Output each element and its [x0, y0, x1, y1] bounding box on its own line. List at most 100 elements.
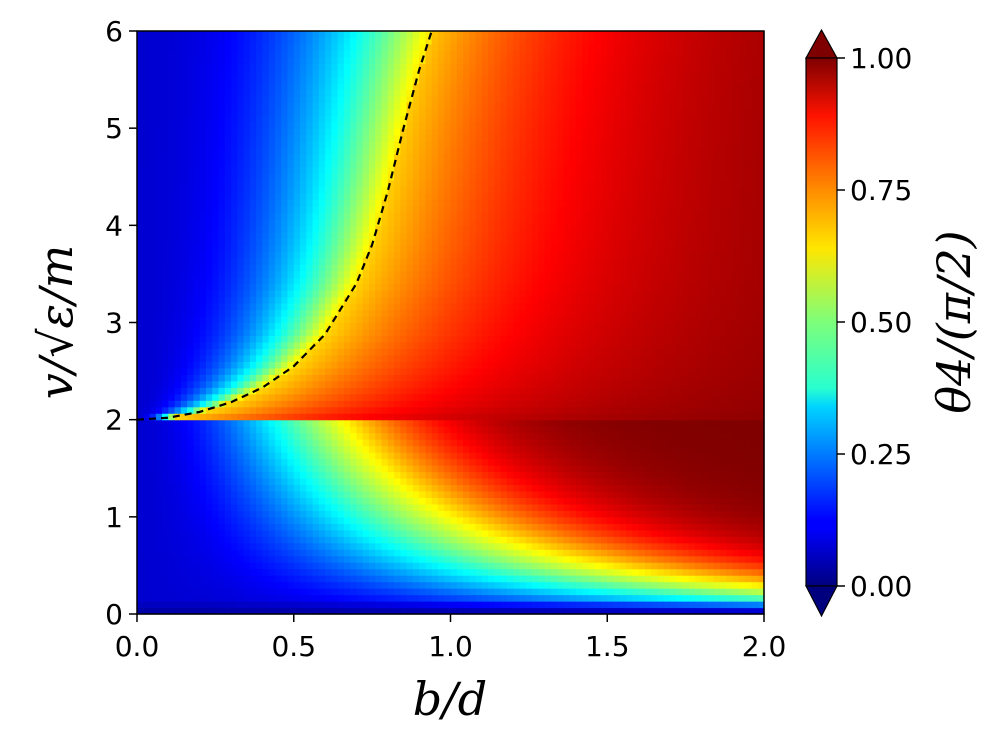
heat-cell [243, 231, 251, 239]
heat-cell [180, 393, 188, 401]
heat-cell [149, 536, 157, 544]
heat-cell [312, 63, 320, 71]
heat-cell [306, 542, 314, 550]
heat-cell [149, 173, 157, 181]
heat-cell [450, 387, 458, 395]
heat-cell [187, 277, 195, 285]
heat-cell [180, 128, 188, 136]
heat-cell [274, 562, 282, 570]
heat-cell [444, 309, 452, 317]
heat-cell [262, 141, 270, 149]
heat-cell [463, 218, 470, 226]
heat-cell [180, 283, 188, 291]
heat-cell [437, 225, 445, 233]
heat-cell [174, 37, 182, 45]
heat-cell [343, 400, 351, 408]
heat-cell [243, 296, 251, 304]
heat-cell [450, 588, 458, 596]
heat-cell [137, 89, 144, 97]
heat-cell [224, 490, 232, 498]
heat-cell [325, 102, 332, 110]
heat-cell [337, 251, 345, 259]
heat-cell [162, 290, 169, 298]
heat-cell [143, 562, 151, 570]
heat-cell [437, 147, 445, 155]
heat-cell [199, 50, 207, 58]
heat-cell [243, 167, 251, 175]
heat-cell [193, 341, 201, 350]
heat-cell [419, 205, 427, 213]
heat-cell [274, 147, 282, 155]
heat-cell [281, 562, 289, 570]
heat-cell [406, 89, 414, 97]
heat-cell [406, 82, 414, 90]
heat-cell [199, 173, 207, 181]
heat-cell [419, 82, 427, 90]
heat-cell [394, 56, 401, 64]
heat-cell [412, 63, 420, 71]
heat-cell [400, 128, 408, 136]
heat-cell [387, 536, 395, 544]
heat-cell [180, 277, 188, 285]
heat-cell [444, 257, 452, 265]
heat-cell [312, 510, 320, 518]
heat-cell [412, 413, 420, 421]
heat-cell [212, 341, 220, 350]
heat-cell [425, 115, 433, 123]
heat-cell [162, 549, 169, 557]
heat-cell [143, 471, 151, 479]
heat-cell [268, 244, 276, 252]
heat-cell [444, 400, 452, 408]
heat-cell [419, 95, 427, 103]
heat-cell [155, 529, 163, 537]
heat-cell [256, 439, 263, 447]
heat-cell [281, 426, 289, 434]
heat-cell [394, 251, 401, 259]
heat-cell [318, 277, 326, 285]
heat-cell [268, 452, 276, 460]
heat-cell [450, 503, 458, 511]
heat-cell [456, 374, 464, 382]
heat-cell [375, 231, 383, 239]
heat-cell [475, 413, 483, 421]
heat-cell [343, 69, 351, 77]
heat-cell [419, 102, 427, 110]
heat-cell [362, 484, 370, 492]
heat-cell [168, 205, 176, 213]
heat-cell [149, 575, 157, 583]
heat-cell [356, 523, 364, 531]
heat-cell [337, 432, 345, 440]
heat-cell [137, 322, 144, 330]
heat-cell [199, 89, 207, 97]
heat-cell [444, 503, 452, 511]
heat-cell [199, 562, 207, 570]
heat-cell [281, 452, 289, 460]
heat-cell [362, 523, 370, 531]
heat-cell [463, 542, 470, 550]
heat-cell [337, 419, 345, 427]
heat-cell [287, 154, 295, 162]
heat-cell [356, 503, 364, 511]
heat-cell [193, 458, 201, 466]
heat-cell [174, 562, 182, 570]
heat-cell [312, 542, 320, 550]
heat-cell [249, 341, 257, 350]
heat-cell [406, 251, 414, 259]
heat-cell [375, 484, 383, 492]
heat-cell [437, 212, 445, 220]
heat-cell [293, 283, 301, 291]
heat-cell [350, 477, 358, 486]
heat-cell [224, 542, 232, 550]
heat-cell [437, 503, 445, 511]
heat-cell [394, 322, 401, 330]
heat-cell [463, 601, 470, 609]
heat-cell [450, 179, 458, 188]
heat-cell [199, 154, 207, 162]
heat-cell [193, 484, 201, 492]
heat-cell [406, 432, 414, 440]
heat-cell [243, 555, 251, 563]
heat-cell [343, 134, 351, 142]
heat-cell [149, 458, 157, 466]
heat-cell [262, 393, 270, 401]
heat-cell [180, 89, 188, 97]
